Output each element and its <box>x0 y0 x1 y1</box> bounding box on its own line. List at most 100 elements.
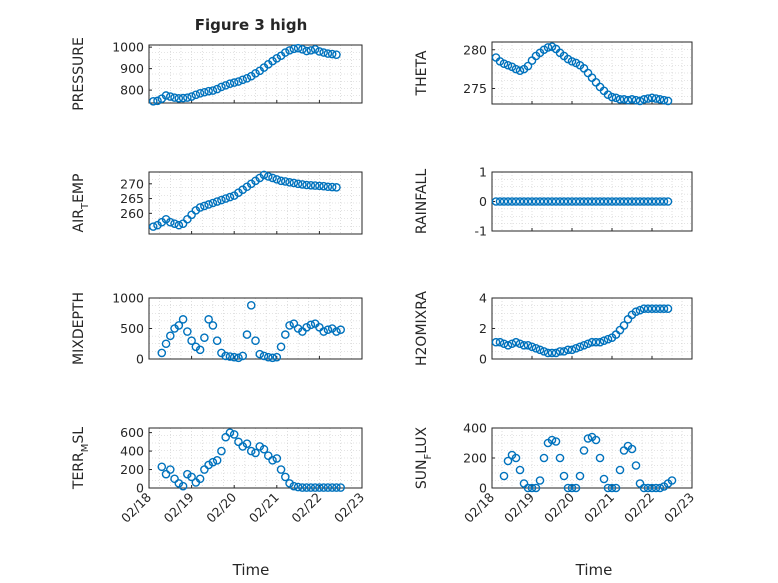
series-rainfall <box>491 197 673 206</box>
data-point <box>221 432 230 442</box>
data-point <box>619 321 629 330</box>
data-point <box>165 331 175 341</box>
y-axis-label: THETA <box>414 50 430 96</box>
series-pressure <box>148 43 341 106</box>
y-tick-label: 265 <box>120 191 144 206</box>
data-point <box>259 351 269 361</box>
data-point <box>567 345 577 355</box>
data-point <box>225 192 235 202</box>
data-point <box>242 73 252 83</box>
data-point <box>306 320 316 330</box>
data-point <box>643 304 653 313</box>
data-point <box>627 197 637 206</box>
data-point <box>315 181 324 191</box>
data-point <box>539 453 549 463</box>
data-point <box>183 93 192 102</box>
data-point <box>603 197 613 206</box>
y-tick-label: 0 <box>479 352 487 367</box>
data-point <box>503 340 513 350</box>
data-point <box>519 479 529 488</box>
data-point <box>655 197 665 206</box>
y-axis-label: AIRTEMP <box>71 174 91 233</box>
data-point <box>643 94 653 103</box>
data-point <box>323 49 333 58</box>
data-point <box>527 483 537 493</box>
data-point <box>208 198 218 208</box>
data-point <box>523 340 533 350</box>
data-point <box>559 197 569 206</box>
series-terr-msl <box>157 428 346 492</box>
data-point <box>599 474 609 484</box>
data-point <box>511 64 521 74</box>
data-point <box>195 474 205 484</box>
data-point <box>547 348 557 358</box>
data-point <box>643 483 653 493</box>
data-point <box>204 460 213 470</box>
data-point <box>587 197 597 206</box>
data-point <box>272 352 282 362</box>
data-point <box>289 178 299 188</box>
data-point <box>178 481 188 491</box>
data-point <box>555 347 565 356</box>
figure-title: Figure 3 high <box>195 16 308 34</box>
data-point <box>148 96 158 106</box>
y-tick-label: 900 <box>120 61 144 76</box>
data-point <box>200 201 209 211</box>
x-axis-label-left: Time <box>232 561 270 579</box>
data-point <box>217 82 226 92</box>
data-point <box>535 476 545 485</box>
data-point <box>298 180 307 189</box>
data-point <box>631 95 641 105</box>
data-point <box>187 472 196 482</box>
data-point <box>170 219 179 228</box>
data-point <box>539 347 549 356</box>
data-point <box>499 59 509 69</box>
data-point <box>208 86 218 95</box>
data-point <box>165 217 175 227</box>
data-point <box>575 342 585 352</box>
data-point <box>495 197 505 206</box>
data-point <box>170 474 179 484</box>
data-point <box>571 344 581 353</box>
data-point <box>289 319 299 328</box>
data-point <box>615 197 625 206</box>
data-point <box>631 197 641 206</box>
data-point <box>583 434 593 443</box>
data-point <box>246 446 256 456</box>
data-point <box>268 173 277 183</box>
x-tick-label: 02/21 <box>581 490 617 526</box>
data-point <box>229 78 239 87</box>
y-tick-label: 200 <box>463 451 487 466</box>
grid-lines <box>149 428 362 488</box>
y-tick-label: 800 <box>120 83 144 98</box>
data-point <box>281 330 290 339</box>
data-point <box>234 77 243 86</box>
data-point <box>499 471 509 481</box>
data-point <box>327 49 337 59</box>
data-point <box>527 197 537 206</box>
data-point <box>659 304 669 313</box>
series-mixdepth <box>157 301 346 363</box>
data-point <box>306 46 316 55</box>
data-point <box>515 465 525 475</box>
data-point <box>221 194 230 203</box>
data-point <box>323 325 333 335</box>
data-point <box>259 170 269 180</box>
subplot-rainfall: -1 0 1 RAINFALL <box>414 165 693 239</box>
data-point <box>511 337 521 347</box>
data-point <box>251 336 260 346</box>
data-point <box>157 348 167 358</box>
data-point <box>519 340 529 350</box>
data-point <box>153 96 162 106</box>
series-theta <box>491 42 673 106</box>
data-point <box>591 78 601 87</box>
data-point <box>591 435 601 445</box>
data-point <box>511 453 521 463</box>
data-point <box>567 483 577 493</box>
data-point <box>599 197 609 206</box>
data-point <box>246 71 256 81</box>
data-point <box>272 454 282 463</box>
data-point <box>607 197 617 206</box>
data-point <box>603 334 613 344</box>
data-point <box>527 342 537 352</box>
